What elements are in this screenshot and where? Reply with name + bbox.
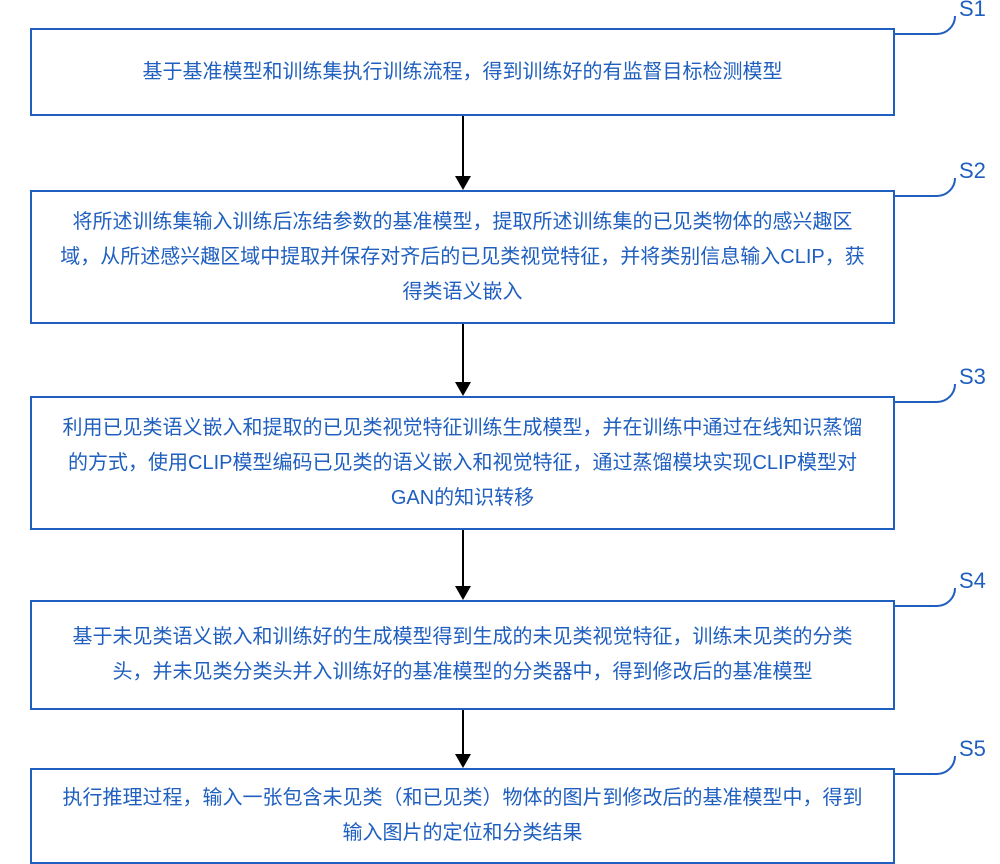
step-label-s5: S5 <box>959 736 986 762</box>
step-label-s1: S1 <box>959 0 986 22</box>
arrow-head-s2-s3 <box>455 382 471 396</box>
arrow-head-s3-s4 <box>455 586 471 600</box>
step-label-s3: S3 <box>959 364 986 390</box>
arrow-head-s1-s2 <box>455 176 471 190</box>
callout-curve-s4 <box>895 584 959 610</box>
callout-curve-s2 <box>895 174 959 200</box>
step-label-s2: S2 <box>959 158 986 184</box>
step-label-s4: S4 <box>959 568 986 594</box>
arrow-shaft-s3-s4 <box>462 530 464 586</box>
step-box-s4: 基于未见类语义嵌入和训练好的生成模型得到生成的未见类视觉特征，训练未见类的分类头… <box>30 600 895 710</box>
flowchart-stage: 基于基准模型和训练集执行训练流程，得到训练好的有监督目标检测模型 S1 将所述训练集… <box>0 0 1000 864</box>
step-box-s5: 执行推理过程，输入一张包含未见类（和已见类）物体的图片到修改后的基准模型中，得到… <box>30 768 895 864</box>
arrow-head-s4-s5 <box>455 754 471 768</box>
step-box-s2: 将所述训练集输入训练后冻结参数的基准模型，提取所述训练集的已见类物体的感兴趣区域… <box>30 190 895 324</box>
callout-curve-s1 <box>895 12 959 38</box>
step-text: 基于未见类语义嵌入和训练好的生成模型得到生成的未见类视觉特征，训练未见类的分类头… <box>60 620 865 690</box>
arrow-shaft-s2-s3 <box>462 324 464 382</box>
arrow-shaft-s4-s5 <box>462 710 464 754</box>
arrow-shaft-s1-s2 <box>462 116 464 176</box>
step-box-s1: 基于基准模型和训练集执行训练流程，得到训练好的有监督目标检测模型 <box>30 28 895 116</box>
step-text: 基于基准模型和训练集执行训练流程，得到训练好的有监督目标检测模型 <box>143 55 783 90</box>
step-text: 执行推理过程，输入一张包含未见类（和已见类）物体的图片到修改后的基准模型中，得到… <box>60 781 865 851</box>
step-text: 将所述训练集输入训练后冻结参数的基准模型，提取所述训练集的已见类物体的感兴趣区域… <box>60 205 865 310</box>
callout-curve-s5 <box>895 752 959 778</box>
step-box-s3: 利用已见类语义嵌入和提取的已见类视觉特征训练生成模型，并在训练中通过在线知识蒸馏… <box>30 396 895 530</box>
step-text: 利用已见类语义嵌入和提取的已见类视觉特征训练生成模型，并在训练中通过在线知识蒸馏… <box>60 411 865 516</box>
callout-curve-s3 <box>895 380 959 406</box>
